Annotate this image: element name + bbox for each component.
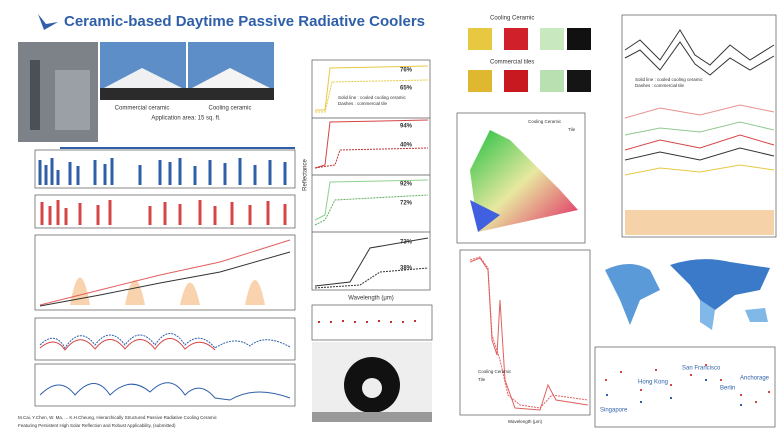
legend: Dashes : commercial tile: [338, 101, 388, 106]
legend: Tile: [568, 127, 576, 132]
contact-angle: [311, 304, 433, 422]
x-axis-label: Wavelength (μm): [348, 296, 394, 302]
value-label: 72%: [400, 201, 413, 207]
city-label: Hong Kong: [638, 380, 668, 386]
value-label: 65%: [400, 86, 413, 92]
x-axis-label: Wavelength (μm): [508, 419, 543, 424]
city-chart: Singapore Hong Kong San Francisco Berlin…: [594, 346, 776, 428]
emissivity: Cooling Ceramic Tile Wavelength (μm): [459, 249, 591, 424]
photo-caption: Commercial ceramic: [115, 106, 170, 112]
swatch-label: Commercial tiles: [490, 60, 534, 66]
title-icon: [38, 14, 58, 30]
swatch-label: Cooling Ceramic: [490, 16, 534, 22]
cooling-chart: [34, 234, 296, 311]
city-label: San Francisco: [682, 366, 721, 372]
city-label: Singapore: [600, 408, 628, 414]
legend: Solid line : cooled cooling ceramic: [635, 77, 704, 82]
city-label: Anchorage: [740, 376, 770, 382]
temperature-chart: Solid line : cooled cooling ceramic Dash…: [621, 14, 777, 238]
legend: Cooling Ceramic: [478, 369, 512, 374]
photo-caption: Cooling ceramic: [208, 106, 251, 112]
photo-caption: Application area: 15 sq. ft.: [151, 116, 221, 122]
solar-bars: [34, 147, 296, 229]
title: Ceramic-based Daytime Passive Radiative …: [64, 13, 425, 30]
y-axis-label: Reflectance: [303, 158, 309, 190]
value-label: 76%: [400, 68, 413, 74]
citation: Featuring Persistent High Solar Reflecti…: [18, 423, 176, 428]
value-label: 92%: [400, 182, 413, 188]
citation: M.Cai, Y.Chen, W. Ma, ... K.H.Cheung, Hi…: [18, 415, 218, 420]
value-label: 94%: [400, 124, 413, 130]
swatches: Cooling Ceramic Commercial tiles: [468, 16, 591, 92]
legend: Solid line : cooled cooling ceramic: [338, 95, 407, 100]
legend: Dashes : commercial tile: [635, 83, 685, 88]
cie-diagram: Cooling Ceramic Tile: [456, 112, 586, 244]
value-label: 40%: [400, 143, 413, 149]
legend: Cooling Ceramic: [528, 119, 562, 124]
legend: Tile: [478, 377, 486, 382]
reflectance: 76% 65% 94% 40% 92% 72% 73% 38% Solid li…: [303, 59, 431, 302]
temperature-small: [34, 317, 296, 407]
world-map: [605, 259, 770, 330]
value-label: 73%: [400, 240, 413, 246]
city-label: Berlin: [720, 386, 735, 392]
value-label: 38%: [400, 266, 413, 272]
photos: Commercial ceramic Cooling ceramic Appli…: [18, 42, 274, 142]
